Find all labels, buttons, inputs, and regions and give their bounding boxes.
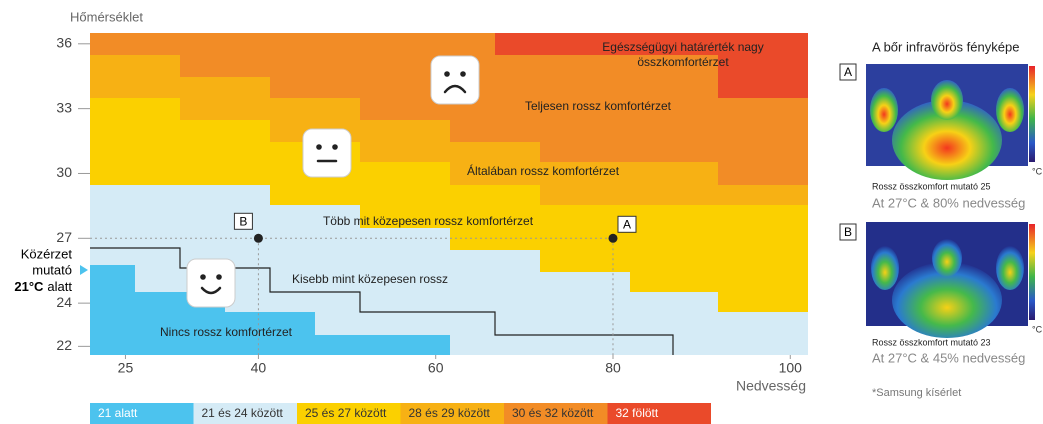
x-tick-label: 80: [605, 360, 621, 376]
y-tick-label: 33: [56, 99, 72, 115]
color-bar: [1029, 66, 1035, 162]
photo-condition: At 27°C & 80% nedvesség: [872, 195, 1025, 210]
photo-condition: At 27°C & 45% nedvesség: [872, 350, 1025, 365]
side-note: mutató: [32, 262, 72, 277]
photo-hand: [996, 88, 1024, 132]
legend-label: 21 alatt: [98, 406, 138, 420]
face-icon: [303, 129, 351, 177]
panel-title: A bőr infravörös fényképe: [872, 39, 1019, 54]
legend-label: 30 és 32 között: [512, 406, 594, 420]
face-eye: [460, 71, 466, 77]
zone-label: Teljesen rossz komfortérzet: [525, 99, 672, 113]
face-icon: [431, 56, 479, 104]
page: Egészségügyi határérték nagyösszkomforté…: [0, 0, 1043, 424]
face-eye: [332, 144, 338, 150]
zone-label: Egészségügyi határérték nagy: [602, 40, 763, 54]
y-tick-label: 24: [56, 294, 72, 310]
side-marker: [80, 265, 88, 275]
photo-head: [931, 80, 963, 120]
side-note: Közérzet: [21, 246, 73, 261]
photo-head: [932, 239, 962, 277]
chart: Egészségügyi határérték nagyösszkomforté…: [0, 0, 1043, 424]
photo-a: A °C Rossz összkomfort mutató 25 At 27°C…: [840, 64, 1043, 210]
face-icon: [187, 259, 235, 307]
unit: °C: [1032, 324, 1043, 334]
color-bar: [1029, 224, 1035, 320]
photo-b: B °C Rossz összkomfort mutató 23 At 27°C…: [840, 222, 1043, 365]
photo-label: B: [844, 225, 852, 239]
x-axis-label: Nedvesség: [736, 378, 806, 394]
face-eye: [444, 71, 450, 77]
photo-caption: Rossz összkomfort mutató 23: [872, 337, 991, 347]
legend-label: 21 és 24 között: [202, 406, 284, 420]
point-label: A: [623, 217, 631, 231]
photo-hand: [871, 246, 899, 290]
x-tick-label: 40: [251, 360, 267, 376]
face-eye: [216, 274, 222, 280]
y-tick-label: 30: [56, 164, 72, 180]
y-tick-label: 22: [56, 337, 72, 353]
face-eye: [200, 274, 206, 280]
photo-hand: [870, 88, 898, 132]
face-eye: [316, 144, 322, 150]
side-note-bold: 21°C: [14, 279, 44, 294]
legend-label: 28 és 29 között: [409, 406, 491, 420]
unit: °C: [1032, 166, 1043, 176]
y-axis-label: Hőmérséklet: [70, 9, 143, 24]
y-tick-label: 27: [56, 229, 72, 245]
x-tick-label: 60: [428, 360, 444, 376]
x-tick-label: 25: [118, 360, 134, 376]
x-tick-label: 100: [779, 360, 803, 376]
legend-label: 32 fölött: [616, 406, 659, 420]
zone-label: Nincs rossz komfortérzet: [160, 325, 293, 339]
zones: [90, 33, 808, 355]
point: [608, 234, 617, 243]
legend-label: 25 és 27 között: [305, 406, 387, 420]
footnote: *Samsung kísérlet: [872, 387, 961, 399]
side-note: alatt: [47, 279, 72, 294]
photo-label: A: [844, 65, 852, 79]
point: [254, 234, 263, 243]
zone-label: összkomfortérzet: [637, 55, 729, 69]
zone-label: Több mit közepesen rossz komfortérzet: [323, 214, 534, 228]
point-label: B: [239, 214, 247, 228]
zone-label: Általában rossz komfortérzet: [467, 163, 620, 178]
y-tick-label: 36: [56, 35, 72, 51]
zone-label: Kisebb mint közepesen rossz: [292, 272, 448, 286]
photo-caption: Rossz összkomfort mutató 25: [872, 181, 991, 191]
photo-hand: [996, 246, 1024, 290]
